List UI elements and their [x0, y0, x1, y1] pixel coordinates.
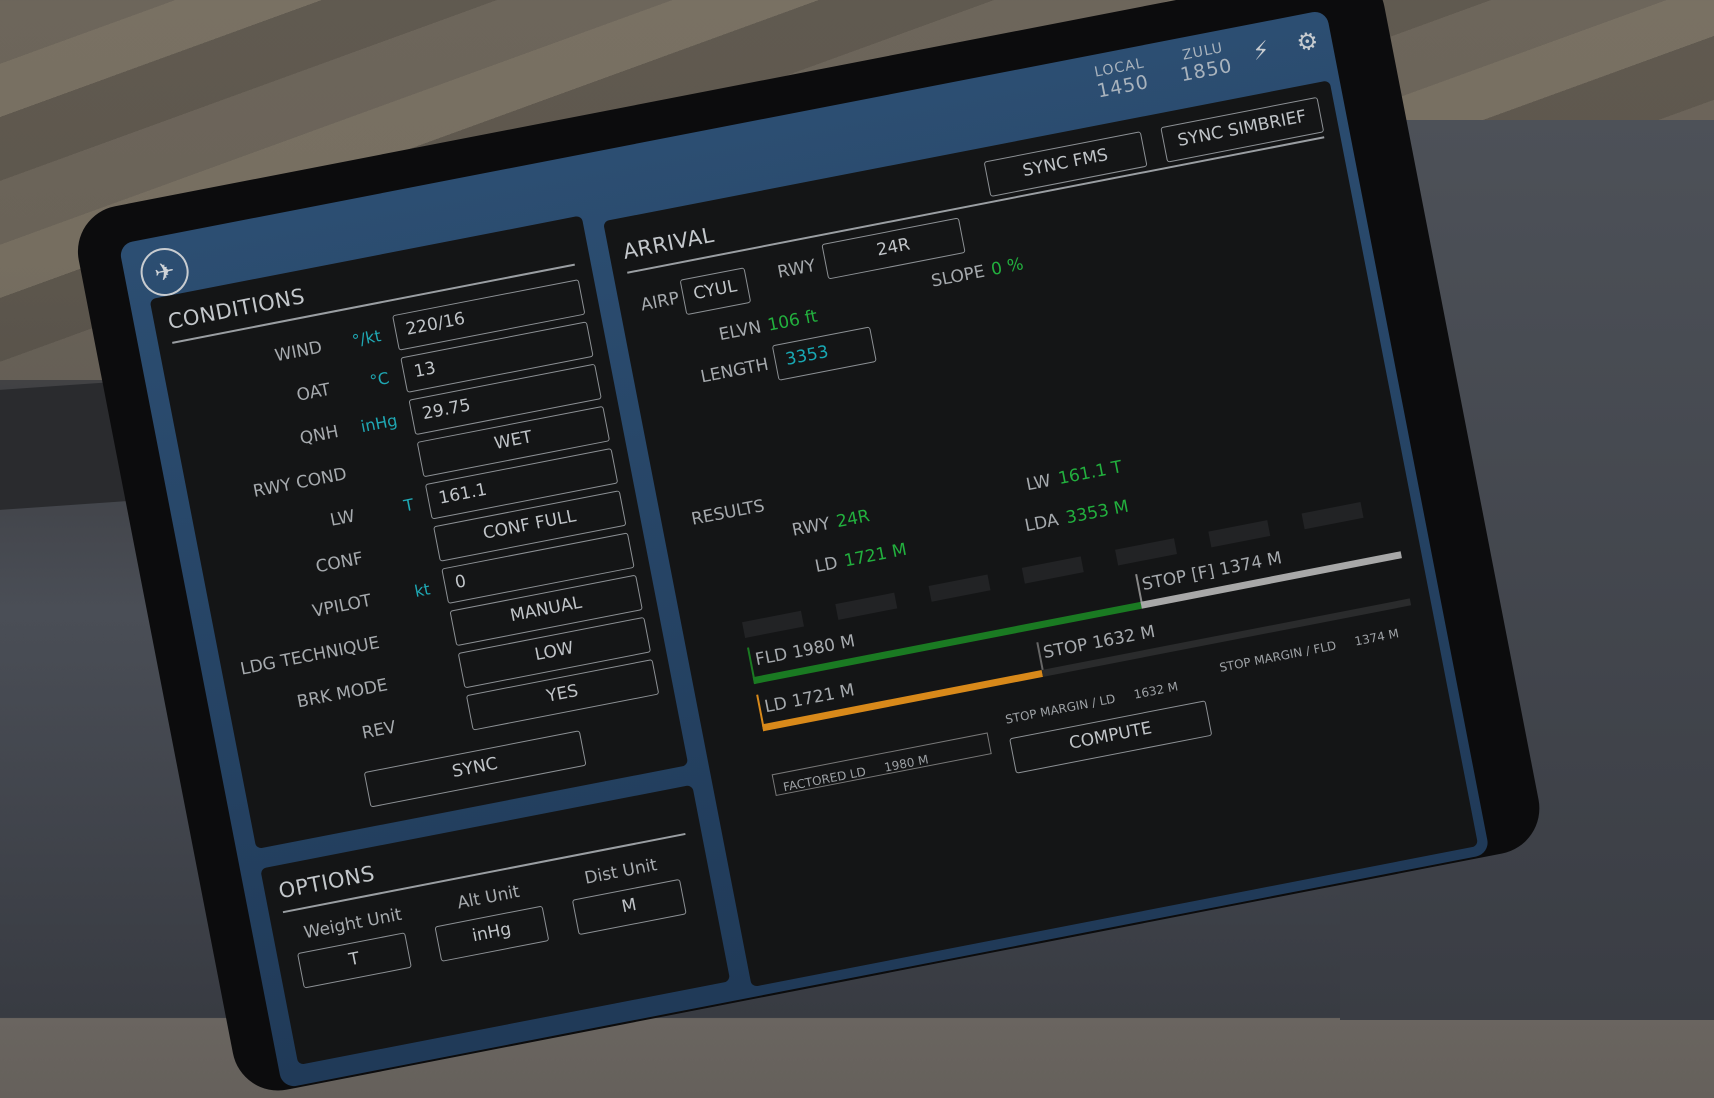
slope-label: SLOPE: [929, 261, 987, 292]
rev-unit: [394, 706, 453, 717]
runway-marking: [1208, 520, 1271, 548]
vpilot-unit: kt: [412, 579, 432, 601]
length-input[interactable]: 3353: [771, 326, 877, 381]
runway-marking: [1301, 502, 1364, 530]
runway-marking: [742, 610, 805, 638]
local-time: LOCAL 1450: [1092, 55, 1151, 102]
qnh-label: QNH: [298, 421, 341, 450]
result-lda-value: 3353 M: [1064, 496, 1131, 529]
runway-marking: [1021, 556, 1084, 584]
zulu-time: ZULU 1850: [1176, 39, 1235, 86]
wind-label: WIND: [273, 337, 324, 367]
qnh-unit: inHg: [359, 410, 399, 437]
vpilot-label: VPILOT: [310, 590, 374, 622]
airport-input[interactable]: CYUL: [679, 267, 752, 316]
result-lw-label: LW: [1024, 470, 1053, 496]
stop-margin-ld-value: 1632 M: [1132, 679, 1180, 702]
result-ld-label: LD: [813, 553, 840, 578]
plug-icon[interactable]: ⚡: [1250, 35, 1272, 67]
stop-margin-fld-label: STOP MARGIN / FLD: [1218, 638, 1338, 675]
result-lda-label: LDA: [1023, 510, 1061, 537]
rwy-label: RWY: [775, 255, 818, 283]
brk-mode-label: BRK MODE: [295, 675, 390, 713]
rev-label: REV: [360, 717, 398, 744]
result-rwy-value: 24R: [834, 506, 872, 533]
ldg-technique-label: LDG TECHNIQUE: [238, 633, 382, 680]
results-title: RESULTS: [689, 496, 767, 530]
conf-label: CONF: [314, 548, 365, 578]
runway-marking: [1115, 538, 1178, 566]
gear-icon[interactable]: ⚙: [1294, 25, 1321, 58]
oat-label: OAT: [295, 379, 332, 406]
result-ld-value: 1721 M: [842, 539, 909, 572]
slope-value: 0 %: [989, 254, 1026, 281]
length-label: LENGTH: [699, 354, 771, 388]
arrival-panel: ARRIVAL SYNC FMS SYNC SIMBRIEF AIRP CYUL…: [603, 80, 1479, 988]
result-lw-value: 161.1 T: [1056, 457, 1124, 490]
result-rwy-label: RWY: [790, 513, 832, 541]
conf-unit: [361, 537, 420, 548]
elvn-label: ELVN: [717, 317, 764, 346]
stop-margin-fld-value: 1374 M: [1353, 626, 1401, 649]
factored-ld-value: 1980 M: [883, 752, 930, 775]
airp-label: AIRP: [639, 288, 681, 316]
brk-mode-unit: [386, 664, 445, 675]
runway-marking: [928, 574, 991, 602]
rwy-cond-unit: [345, 453, 404, 464]
efb-screen: ✈ LOCAL 1450 ZULU 1850 ⚡ ⚙ CONDITIONS WIND…: [118, 9, 1490, 1089]
conditions-title: CONDITIONS: [165, 283, 307, 334]
lw-unit: T: [402, 494, 416, 516]
ldg-technique-unit: [377, 622, 436, 633]
factored-ld-label: FACTORED LD: [781, 764, 867, 795]
lw-label: LW: [328, 506, 357, 531]
sync-button[interactable]: SYNC: [363, 730, 587, 808]
rwy-cond-label: RWY COND: [251, 464, 349, 502]
runway-marking: [835, 592, 898, 620]
wind-unit: °/kt: [350, 326, 383, 351]
conditions-panel: CONDITIONS WIND °/kt 220/16 OAT °C 13 QNH inHg 2…: [149, 215, 689, 850]
factored-ld-box: FACTORED LD 1980 M: [771, 732, 992, 796]
oat-unit: °C: [368, 368, 391, 391]
elvn-value: 106 ft: [766, 306, 820, 336]
